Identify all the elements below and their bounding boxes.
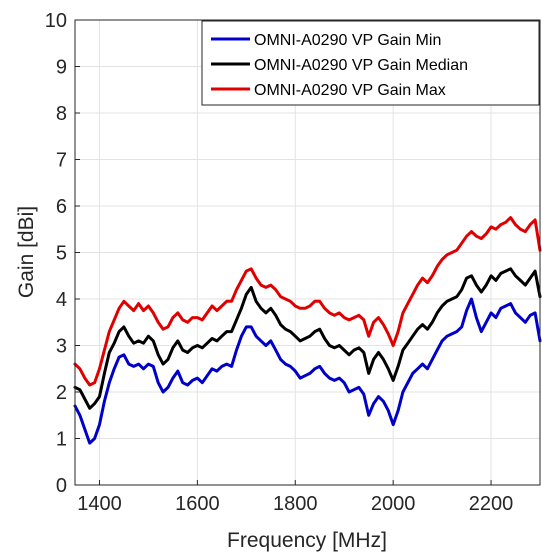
series-line-min	[73, 297, 542, 445]
y-tick-label: 8	[56, 103, 67, 125]
y-tick-label: 1	[56, 429, 67, 451]
y-tick-label: 7	[56, 150, 67, 172]
y-tick-label: 6	[56, 196, 67, 218]
x-tick-label: 1800	[273, 493, 318, 515]
y-tick-label: 0	[56, 475, 67, 497]
data-series	[73, 216, 542, 445]
series-line-median	[73, 267, 542, 410]
legend-label-max: OMNI-A0290 VP Gain Max	[254, 82, 446, 99]
y-tick-label: 4	[56, 289, 67, 311]
series-line-max	[73, 216, 542, 387]
y-axis-label: Gain [dBi]	[15, 206, 38, 298]
x-tick-label: 2000	[371, 493, 416, 515]
x-axis-ticks: 1400 1600 1800 2000 2200	[77, 480, 513, 515]
y-tick-label: 10	[45, 10, 67, 32]
legend-label-min: OMNI-A0290 VP Gain Min	[254, 32, 441, 49]
y-tick-label: 5	[56, 243, 67, 265]
x-tick-label: 1400	[77, 493, 122, 515]
y-tick-label: 3	[56, 336, 67, 358]
x-axis-label: Frequency [MHz]	[227, 529, 387, 552]
legend: OMNI-A0290 VP Gain Min OMNI-A0290 VP Gai…	[201, 20, 540, 106]
y-axis-ticks: 0 1 2 3 4 5 6 7 8 9 10	[45, 10, 80, 497]
legend-box	[201, 20, 540, 106]
x-tick-label: 2200	[469, 493, 514, 515]
x-tick-label: 1600	[175, 493, 220, 515]
y-tick-label: 2	[56, 382, 67, 404]
legend-label-median: OMNI-A0290 VP Gain Median	[254, 57, 468, 74]
y-tick-label: 9	[56, 57, 67, 79]
